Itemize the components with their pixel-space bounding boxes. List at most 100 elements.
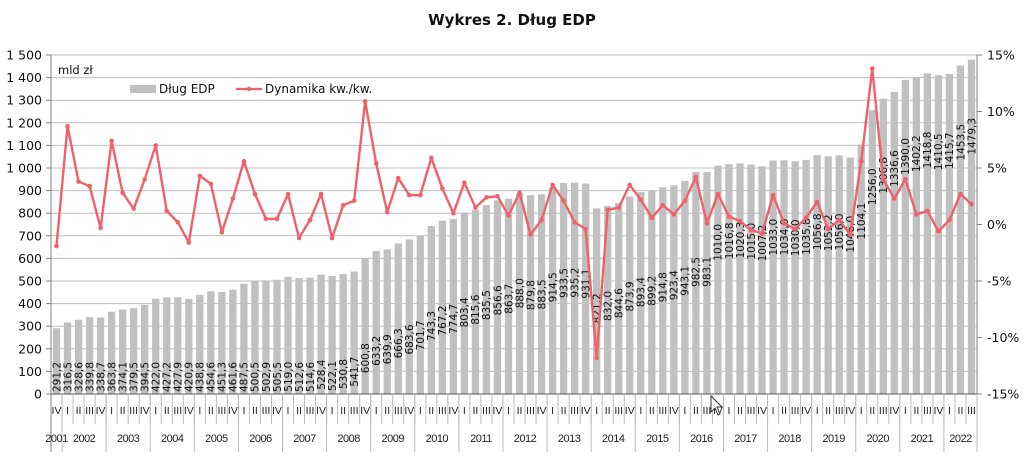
bar-data-label: 923,4	[669, 270, 681, 300]
bar	[515, 193, 524, 394]
quarter-label: II	[340, 405, 346, 417]
bar	[813, 155, 821, 394]
quarter-label: III	[306, 405, 315, 417]
year-label: 2003	[117, 433, 140, 445]
year-label: 2018	[778, 433, 801, 445]
bar	[659, 187, 667, 394]
line-point	[373, 161, 379, 166]
bar	[769, 160, 777, 394]
bar-data-label: 291,2	[51, 362, 63, 392]
year-label: 2010	[426, 433, 449, 445]
bar-data-label: 666,3	[393, 328, 405, 358]
quarter-label: II	[120, 405, 126, 417]
bar-data-label: 774,7	[448, 304, 460, 334]
line-point	[836, 217, 842, 223]
bar-data-label: 639,9	[382, 334, 394, 364]
quarter-label: II	[164, 405, 170, 417]
quarter-label: III	[747, 405, 756, 417]
quarter-label: III	[570, 405, 579, 417]
line-point	[473, 205, 478, 210]
line-point	[958, 191, 963, 197]
y-right-tick-label: -15%	[987, 387, 1019, 402]
bar	[692, 171, 700, 394]
line-point	[175, 219, 181, 225]
quarter-label: I	[331, 405, 334, 417]
bar-data-label: 600,8	[360, 343, 372, 373]
line-point	[164, 208, 170, 214]
quarter-label: I	[507, 405, 510, 417]
bar-data-label: 338,7	[95, 362, 107, 392]
bar-data-label: 893,4	[636, 277, 648, 307]
quarter-label: II	[517, 405, 523, 417]
bar-data-label: 512,6	[294, 362, 306, 392]
y-right-tick-label: 10%	[987, 104, 1015, 119]
bar	[879, 98, 887, 394]
y-left-tick-label: 900	[18, 183, 42, 198]
bar-data-label: 701,7	[415, 320, 427, 350]
line-point	[539, 217, 544, 223]
line-point	[572, 219, 577, 225]
quarter-label: III	[879, 405, 888, 417]
quarter-label: I	[110, 405, 113, 417]
bar	[791, 161, 799, 394]
bar-data-label: 487,5	[239, 362, 251, 392]
bar	[163, 297, 171, 394]
quarter-label: I	[772, 405, 775, 417]
legend-label-dlug-edp: Dług EDP	[159, 82, 215, 96]
bar	[394, 243, 402, 394]
quarter-label: IV	[228, 405, 238, 417]
line-point	[219, 230, 225, 235]
legend-swatch-bar	[130, 85, 156, 93]
bar-data-label: 914,8	[658, 272, 670, 302]
line-point	[803, 215, 809, 221]
bar	[240, 283, 248, 394]
bar-data-label: 438,8	[195, 362, 207, 392]
bar	[493, 200, 502, 394]
line-point	[880, 177, 886, 182]
bar-data-label: 835,5	[481, 290, 493, 320]
bar-data-label: 427,2	[162, 362, 174, 392]
bar-data-label: 1410,5	[933, 133, 945, 170]
y-left-tick-label: 1 300	[6, 93, 42, 108]
line-point	[54, 243, 59, 249]
y-left-tick-label: 700	[18, 228, 42, 243]
year-label: 2008	[337, 433, 360, 445]
quarter-label: IV	[493, 405, 503, 417]
bar	[570, 182, 579, 394]
bar	[229, 289, 237, 394]
quarter-label: II	[428, 405, 434, 417]
bar-data-label: 933,5	[558, 268, 570, 298]
line-point	[847, 232, 853, 237]
bar	[339, 274, 347, 394]
line-point	[462, 180, 467, 185]
line-point	[792, 226, 798, 232]
quarter-label: I	[728, 405, 731, 417]
line-point	[892, 196, 897, 201]
quarter-label: I	[198, 405, 201, 417]
bar-data-label: 1020,3	[735, 222, 747, 259]
year-label: 2002	[73, 433, 96, 445]
bar	[736, 163, 744, 394]
bar	[471, 209, 480, 394]
quarter-label: I	[419, 405, 422, 417]
bar-data-label: 422,0	[151, 362, 163, 392]
quarter-label: III	[129, 405, 138, 417]
line-point	[274, 216, 280, 222]
bar	[648, 190, 656, 394]
bar	[637, 192, 645, 394]
bar-data-label: 420,9	[184, 362, 196, 392]
quarter-label: II	[737, 405, 743, 417]
bar	[174, 297, 182, 394]
line-point	[329, 235, 335, 241]
y-right-tick-label: -10%	[987, 330, 1019, 345]
line-point	[925, 208, 930, 214]
quarter-label: III	[394, 405, 403, 417]
line-point	[737, 218, 743, 224]
y-left-tick-label: 100	[18, 364, 42, 379]
year-label: 2005	[205, 433, 228, 445]
bar	[383, 249, 391, 394]
bar-data-label: 863,7	[503, 284, 515, 314]
bar	[405, 239, 413, 394]
line-point	[825, 226, 831, 232]
bar	[372, 250, 380, 394]
